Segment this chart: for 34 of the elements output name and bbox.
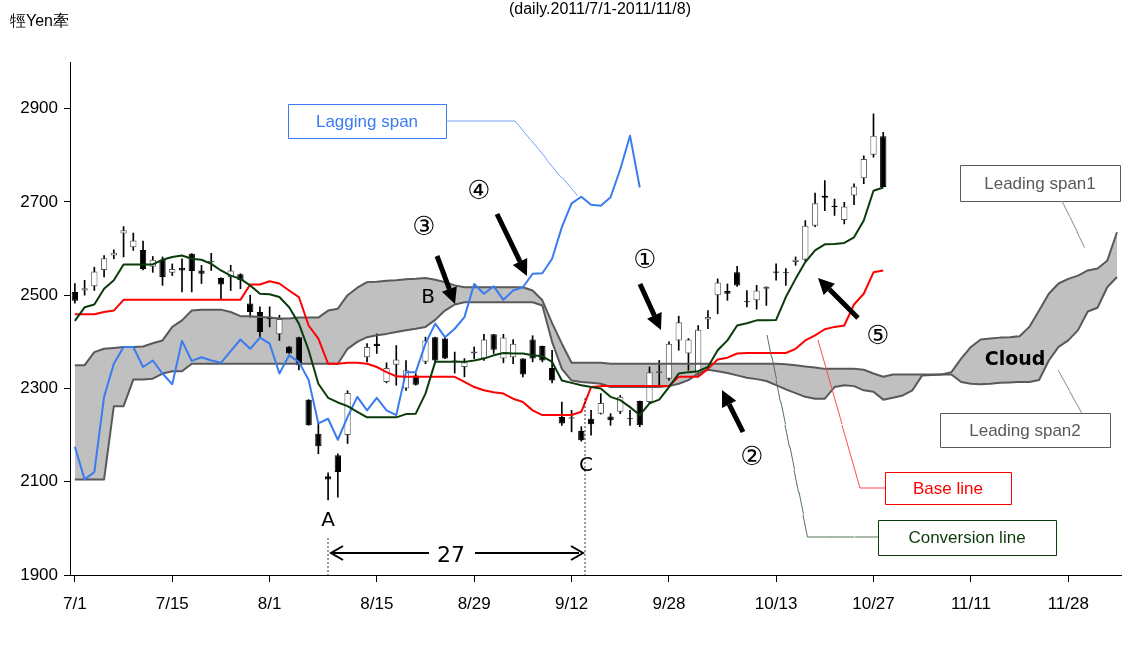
y-tick-label: 2300 bbox=[20, 378, 58, 398]
y-tick-label: 2900 bbox=[20, 98, 58, 118]
x-tick-label: 11/28 bbox=[1047, 593, 1089, 613]
annotation: ④ bbox=[467, 174, 491, 205]
text: Conversion line bbox=[908, 528, 1026, 548]
y-axis-title: 牼Yen牽 bbox=[10, 12, 69, 30]
x-tick-label: 7/1 bbox=[63, 593, 87, 613]
annotation: ③ bbox=[412, 210, 436, 241]
annotation: C bbox=[579, 452, 593, 477]
x-tick-label: 8/15 bbox=[360, 593, 394, 613]
chart-title: (daily.2011/7/1-2011/11/8) bbox=[508, 0, 692, 18]
x-tick-label: 10/13 bbox=[754, 593, 798, 613]
y-tick-label: 2700 bbox=[20, 191, 58, 211]
annotation: B bbox=[421, 284, 435, 309]
text: Base line bbox=[913, 478, 983, 498]
x-tick-label: 11/11 bbox=[950, 593, 991, 613]
x-tick-label: 9/28 bbox=[652, 593, 686, 613]
text: Leading span1 bbox=[984, 173, 1096, 193]
x-tick-label: 8/29 bbox=[457, 593, 491, 613]
x-tick-label: 10/27 bbox=[852, 593, 895, 613]
x-tick-label: 8/1 bbox=[257, 593, 282, 613]
y-tick-label: 2100 bbox=[20, 471, 58, 491]
annotation: 27 bbox=[437, 541, 465, 567]
x-tick-label: 7/15 bbox=[155, 593, 189, 613]
text: Leading span2 bbox=[969, 420, 1081, 440]
annotation: Cloud bbox=[984, 346, 1046, 369]
annotation: A bbox=[321, 507, 336, 532]
y-tick-label: 2500 bbox=[20, 284, 58, 304]
x-tick-label: 9/12 bbox=[555, 593, 589, 613]
annotation: ⑤ bbox=[866, 319, 890, 350]
text: Lagging span bbox=[315, 111, 419, 131]
annotation: ① bbox=[633, 243, 657, 274]
annotation: ② bbox=[740, 440, 764, 471]
y-tick-label: 1900 bbox=[20, 564, 58, 584]
